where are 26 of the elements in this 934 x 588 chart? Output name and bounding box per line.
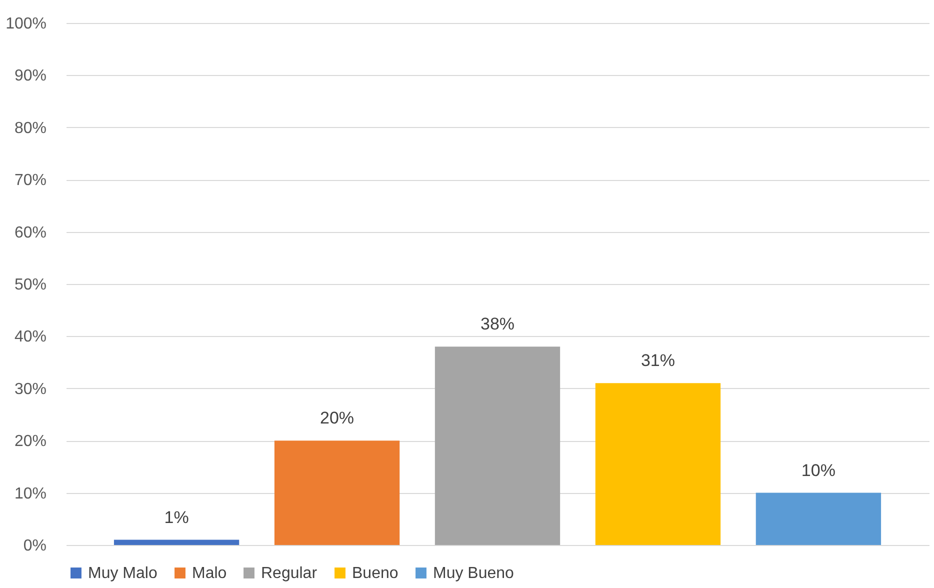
y-tick-label: 80% bbox=[14, 120, 46, 137]
bar bbox=[114, 540, 240, 545]
y-tick-label: 10% bbox=[14, 485, 46, 502]
legend-label: Regular bbox=[261, 565, 318, 582]
y-tick-label: 50% bbox=[14, 276, 46, 294]
bar bbox=[595, 383, 721, 545]
data-label: 20% bbox=[320, 408, 354, 428]
bar bbox=[434, 346, 560, 545]
y-tick-label: 100% bbox=[6, 16, 46, 32]
bar bbox=[274, 440, 400, 545]
y-tick-label: 20% bbox=[14, 433, 46, 450]
y-tick-label: 0% bbox=[23, 538, 46, 554]
bar bbox=[756, 492, 882, 545]
legend-label: Malo bbox=[192, 565, 227, 582]
y-tick-label: 70% bbox=[14, 172, 46, 190]
legend-label: Muy Bueno bbox=[433, 565, 514, 582]
legend-label: Bueno bbox=[352, 565, 398, 582]
y-tick-label: 30% bbox=[14, 380, 46, 398]
data-label: 38% bbox=[480, 314, 515, 334]
y-tick-label: 40% bbox=[14, 328, 46, 346]
y-tick-label: 90% bbox=[14, 68, 46, 85]
data-label: 10% bbox=[801, 460, 836, 480]
data-label: 1% bbox=[164, 508, 189, 527]
legend-label: Muy Malo bbox=[88, 565, 158, 582]
data-label: 31% bbox=[640, 351, 675, 370]
y-tick-label: 60% bbox=[14, 224, 46, 242]
